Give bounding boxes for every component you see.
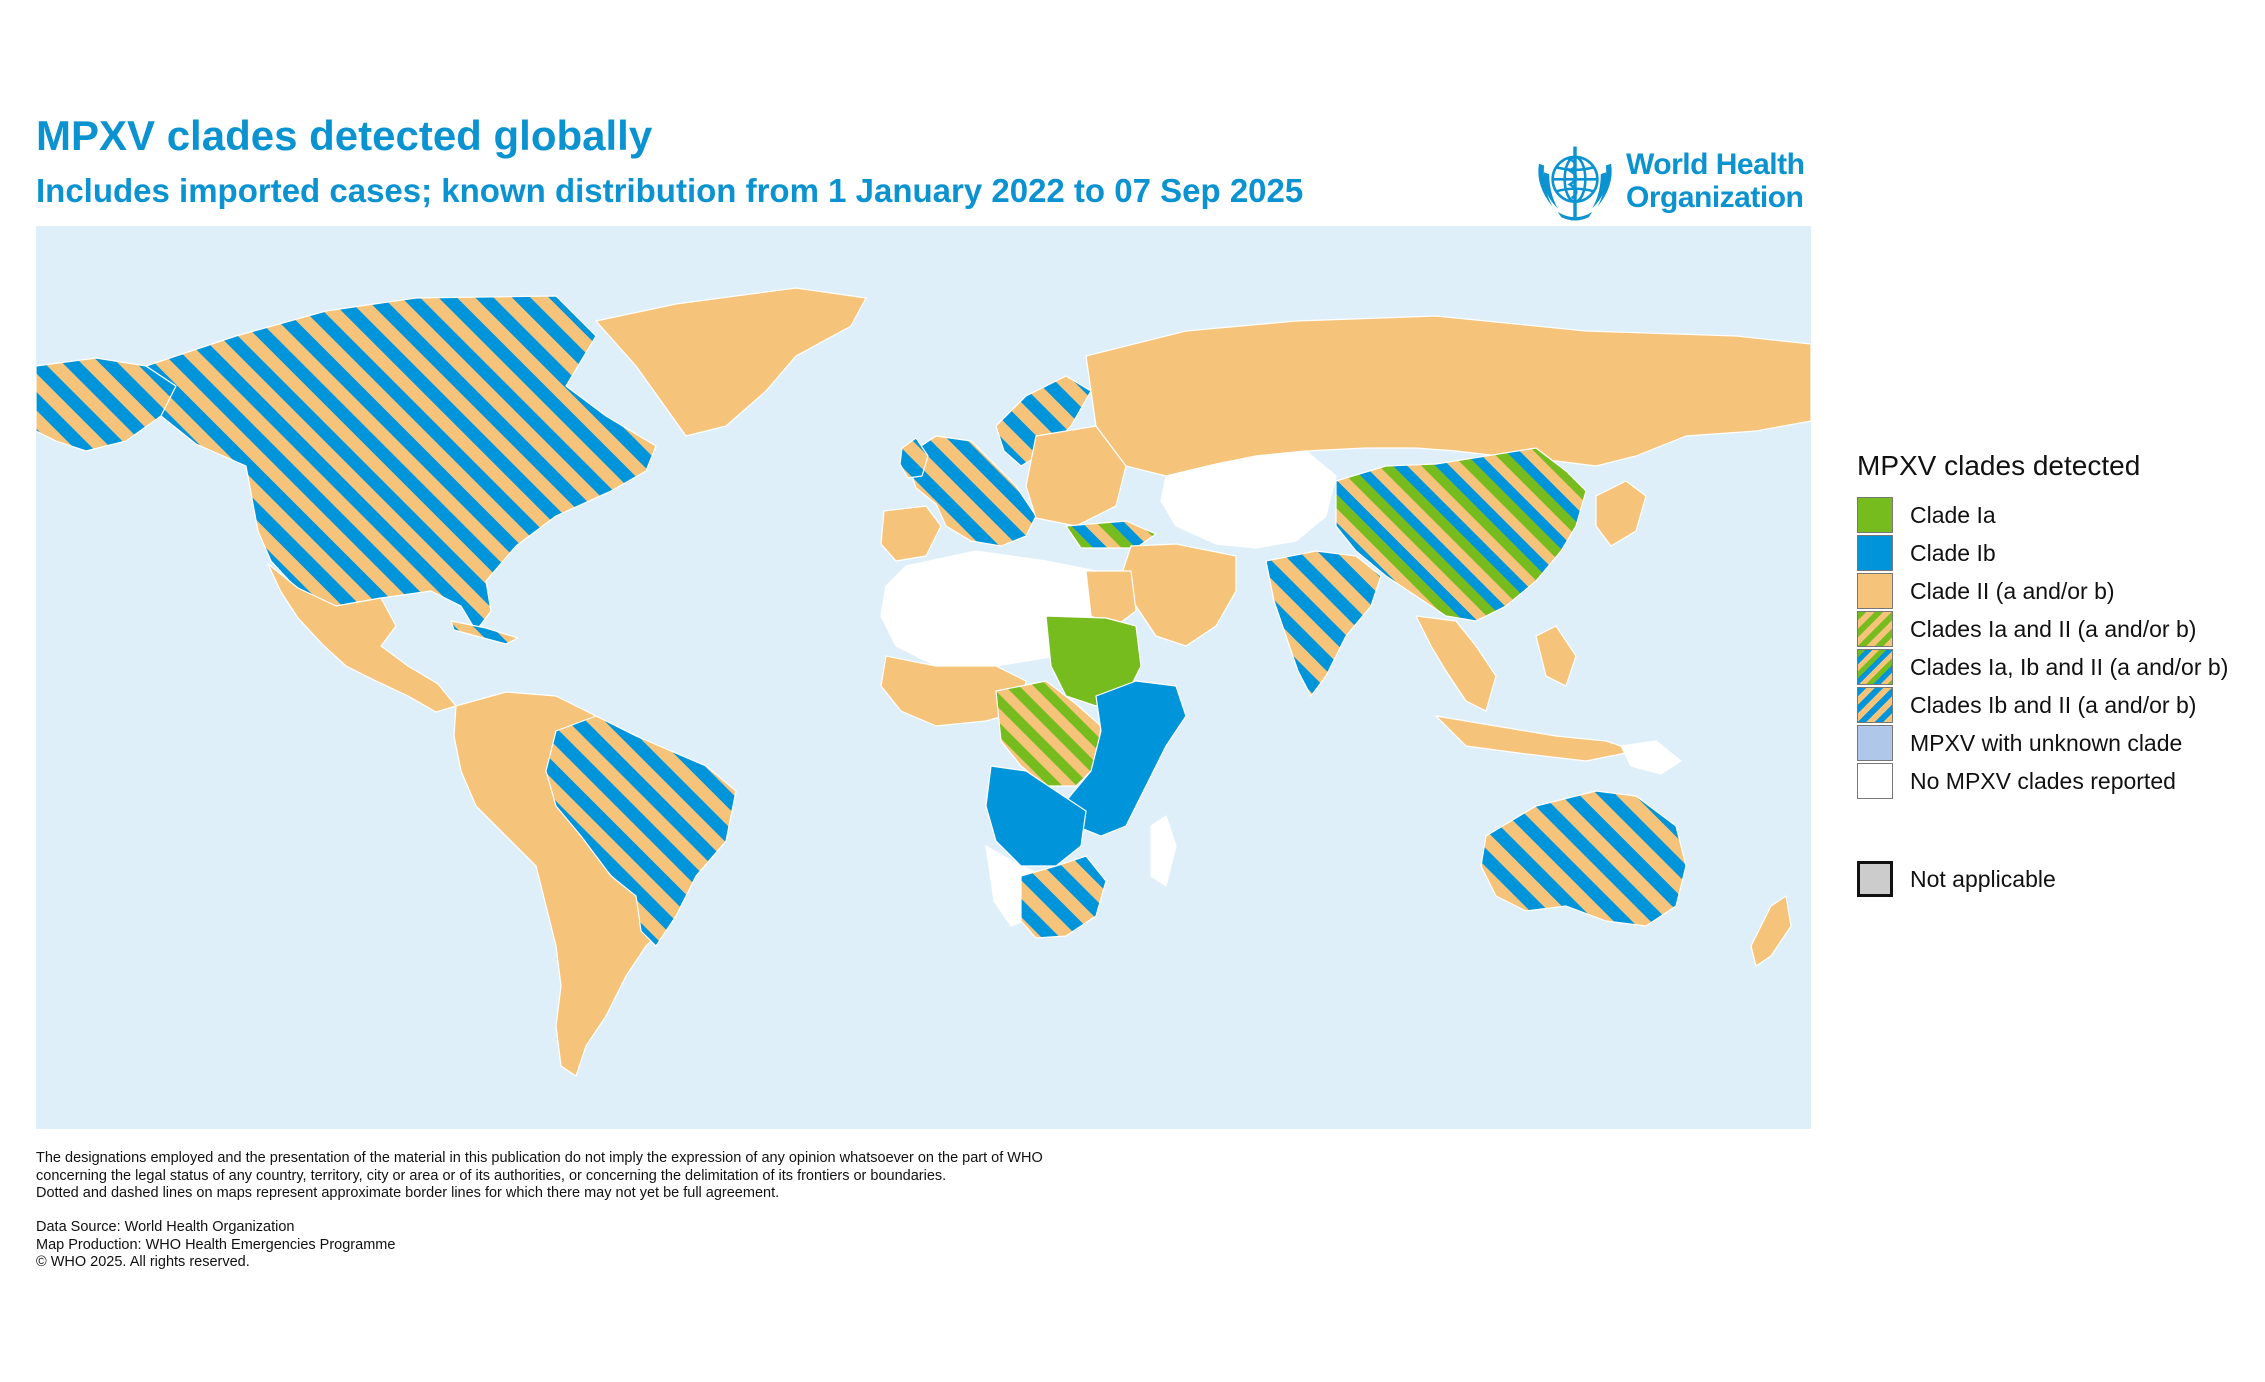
legend-label: Clade II (a and/or b) bbox=[1910, 577, 2115, 604]
legend-swatch bbox=[1857, 649, 1893, 685]
map-subtitle: Includes imported cases; known distribut… bbox=[36, 172, 1304, 209]
region-middle-east bbox=[1120, 543, 1237, 647]
who-wordmark: World Health Organization bbox=[1626, 148, 1805, 214]
region-drc bbox=[985, 765, 1087, 867]
legend-label: No MPXV clades reported bbox=[1910, 767, 2176, 794]
legend-item-unknown-clade: MPXV with unknown clade bbox=[1857, 724, 2257, 762]
legend-item-no-clades: No MPXV clades reported bbox=[1857, 762, 2257, 800]
map-production: Map Production: WHO Health Emergencies P… bbox=[36, 1236, 396, 1253]
region-north-america bbox=[145, 295, 657, 632]
copyright: © WHO 2025. All rights reserved. bbox=[36, 1254, 250, 1270]
legend-item-not-applicable: Not applicable bbox=[1857, 860, 2257, 898]
region-south-africa bbox=[1020, 855, 1107, 939]
legend-item-clades-ib-ii: Clades Ib and II (a and/or b) bbox=[1857, 686, 2257, 724]
legend-label: Clades Ia, Ib and II (a and/or b) bbox=[1910, 653, 2229, 680]
disclaimer-line: Dotted and dashed lines on maps represen… bbox=[36, 1185, 780, 1201]
who-emblem-icon bbox=[1538, 146, 1612, 221]
credits: Data Source: World Health Organization M… bbox=[36, 1219, 395, 1272]
region-scandinavia bbox=[995, 375, 1092, 467]
region-japan bbox=[1595, 480, 1647, 547]
legend-swatch bbox=[1857, 725, 1893, 761]
region-turkey bbox=[1065, 520, 1157, 549]
region-western-europe bbox=[905, 435, 1037, 547]
disclaimer-line: concerning the legal status of any count… bbox=[36, 1167, 947, 1184]
region-png bbox=[1620, 740, 1682, 775]
disclaimer-line: The designations employed and the presen… bbox=[36, 1150, 1043, 1166]
who-wordmark-line2: Organization bbox=[1626, 181, 1804, 214]
region-brazil bbox=[545, 715, 737, 947]
legend-item-clades-ia-ii: Clades Ia and II (a and/or b) bbox=[1857, 610, 2257, 648]
region-uk-ireland bbox=[899, 437, 929, 479]
legend-label: Clade Ib bbox=[1910, 539, 1996, 566]
world-map bbox=[36, 226, 1811, 1129]
legend-swatch bbox=[1857, 611, 1893, 647]
data-source: Data Source: World Health Organization bbox=[36, 1219, 295, 1235]
region-southeast-asia bbox=[1415, 615, 1497, 712]
who-logo: World Health Organization bbox=[1532, 138, 1812, 224]
map-legend: MPXV clades detected Clade Ia Clade Ib C… bbox=[1857, 450, 2257, 898]
region-central-africa bbox=[995, 680, 1102, 787]
legend-item-clade-ib: Clade Ib bbox=[1857, 534, 2257, 572]
map-title: MPXV clades detected globally bbox=[36, 112, 653, 159]
legend-swatch bbox=[1857, 861, 1893, 897]
region-greenland bbox=[595, 287, 867, 437]
region-russia bbox=[1085, 315, 1811, 477]
legend-swatch bbox=[1857, 497, 1893, 533]
disclaimer: The designations employed and the presen… bbox=[36, 1150, 1236, 1203]
region-iberia bbox=[880, 505, 942, 562]
region-madagascar bbox=[1150, 815, 1177, 887]
region-new-zealand bbox=[1750, 895, 1792, 967]
legend-swatch bbox=[1857, 763, 1893, 799]
legend-item-clade-ia: Clade Ia bbox=[1857, 496, 2257, 534]
region-china bbox=[1335, 447, 1587, 622]
who-wordmark-line1: World Health bbox=[1626, 148, 1805, 181]
legend-item-clade-ii: Clade II (a and/or b) bbox=[1857, 572, 2257, 610]
legend-swatch bbox=[1857, 535, 1893, 571]
legend-swatch bbox=[1857, 573, 1893, 609]
region-central-asia bbox=[1160, 450, 1337, 549]
legend-title: MPXV clades detected bbox=[1857, 450, 2141, 481]
region-indonesia bbox=[1435, 715, 1637, 762]
legend-label: MPXV with unknown clade bbox=[1910, 729, 2183, 756]
legend-label: Not applicable bbox=[1910, 865, 2056, 892]
region-australia bbox=[1480, 790, 1687, 927]
region-egypt bbox=[1085, 570, 1137, 627]
region-india bbox=[1265, 550, 1382, 697]
world-map-svg bbox=[36, 287, 1811, 1077]
region-east-africa bbox=[1065, 680, 1187, 837]
region-alaska bbox=[36, 357, 177, 452]
legend-swatch bbox=[1857, 687, 1893, 723]
region-caribbean bbox=[450, 620, 519, 645]
legend-label: Clades Ia and II (a and/or b) bbox=[1910, 615, 2197, 642]
region-philippines bbox=[1535, 625, 1577, 687]
legend-item-clades-ia-ib-ii: Clades Ia, Ib and II (a and/or b) bbox=[1857, 648, 2257, 686]
legend-label: Clades Ib and II (a and/or b) bbox=[1910, 691, 2197, 718]
legend-label: Clade Ia bbox=[1910, 501, 1996, 528]
